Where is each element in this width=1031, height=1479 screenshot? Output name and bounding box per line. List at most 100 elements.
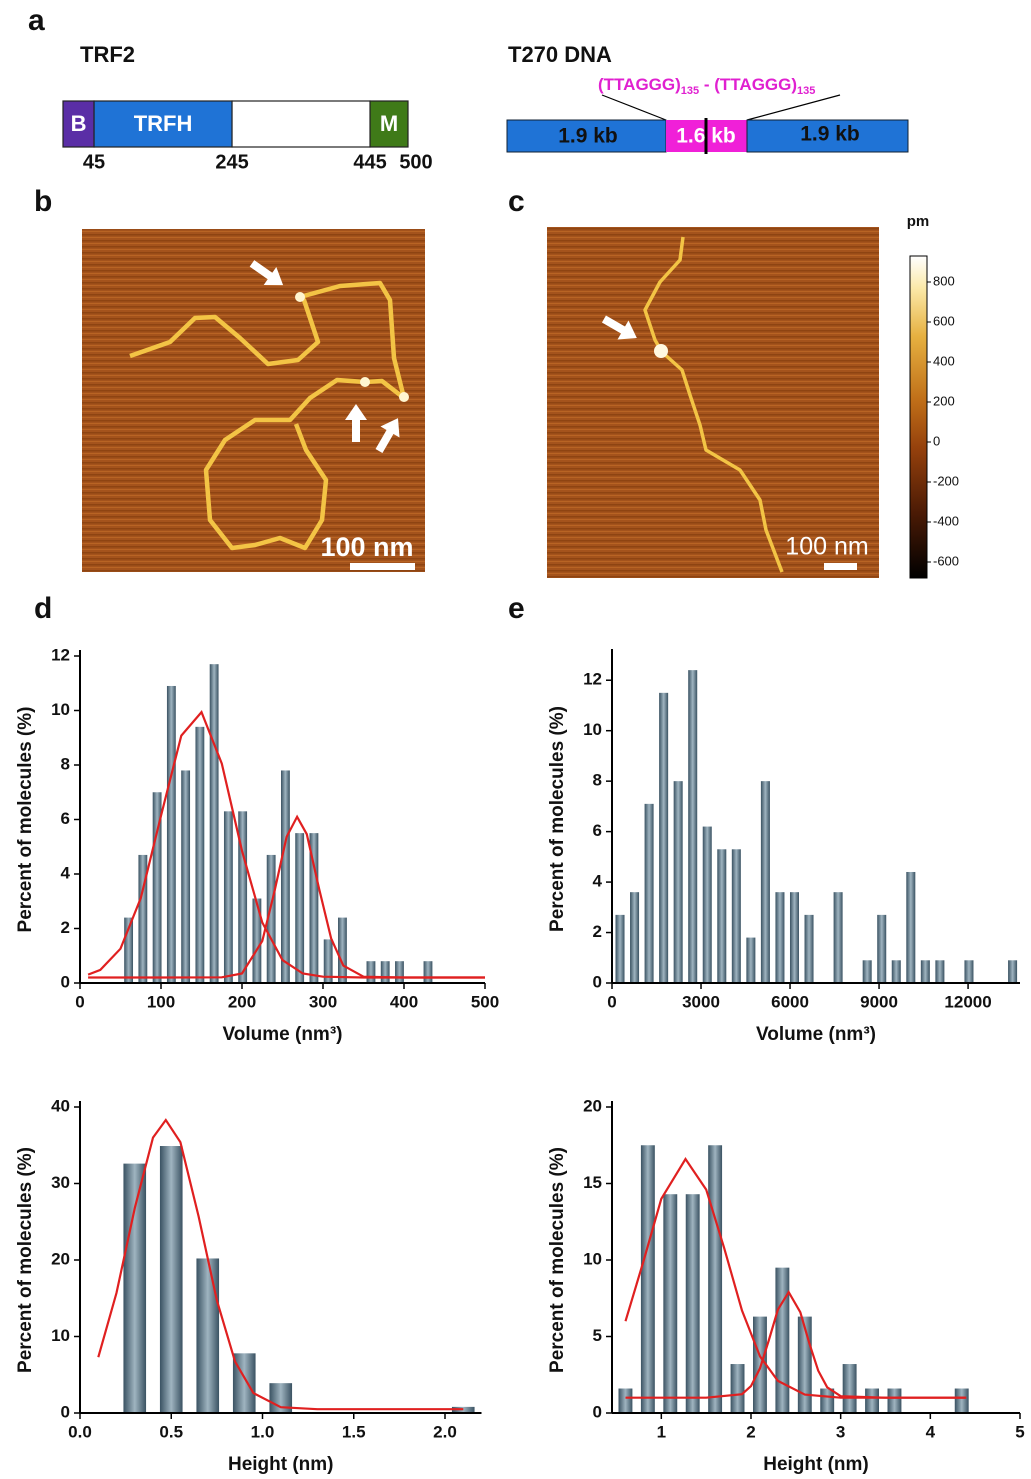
panel-label: d (34, 592, 52, 625)
y-tick-label: 2 (593, 922, 602, 941)
bar (708, 1145, 723, 1413)
arrow-shape (249, 260, 284, 286)
protein-spot (399, 392, 409, 402)
segment-label: 1.9 kb (558, 125, 618, 148)
y-tick-label: 2 (61, 918, 70, 937)
position-label: 245 (215, 151, 248, 173)
y-tick-label: 0 (593, 972, 602, 991)
x-tick-label: 5 (1015, 1422, 1024, 1441)
bar (746, 937, 756, 983)
y-tick-label: 20 (51, 1249, 70, 1268)
x-tick-label: 1 (657, 1422, 666, 1441)
x-tick-label: 0.0 (68, 1422, 92, 1441)
x-tick-label: 0 (75, 992, 84, 1011)
y-tick-label: 6 (593, 821, 602, 840)
arrow (375, 418, 400, 454)
x-axis-label: Volume (nm³) (756, 1024, 876, 1045)
position-label: 500 (399, 151, 432, 173)
trf2-diagram: B TRFH M 45 245 445 500 (62, 100, 433, 173)
bar (833, 892, 843, 983)
afm-image (547, 227, 879, 578)
bar (209, 664, 219, 983)
bar (920, 960, 930, 983)
colorbar-tick-label: 0 (933, 433, 940, 448)
x-tick-label: 200 (228, 992, 256, 1011)
dna-molecule (643, 236, 784, 573)
bar (395, 961, 404, 983)
bar (124, 917, 134, 983)
panel-label: c (508, 185, 525, 218)
colorbar-unit: pm (907, 213, 930, 230)
bar (123, 1163, 147, 1413)
domain-label: TRFH (134, 111, 193, 136)
bar (630, 892, 640, 983)
x-tick-label: 2.0 (433, 1422, 457, 1441)
y-axis-label: Percent of molecules (%) (15, 1147, 36, 1373)
bar (423, 961, 433, 983)
x-axis-label: Height (nm) (763, 1454, 869, 1475)
y-tick-label: 5 (593, 1326, 602, 1345)
repeat-count: 135 (797, 85, 815, 97)
arrow (249, 260, 284, 286)
x-axis-label: Volume (nm³) (223, 1024, 343, 1045)
bar (760, 781, 770, 983)
bar (964, 960, 974, 983)
domain-label: M (380, 111, 398, 136)
x-tick-label: 12000 (944, 992, 991, 1011)
bar (269, 1383, 293, 1413)
trf2-title: TRF2 (80, 42, 135, 67)
bar (366, 961, 376, 983)
bar (659, 692, 669, 983)
panel-label: e (508, 592, 525, 625)
bar (640, 1145, 655, 1413)
bar (338, 917, 347, 983)
x-tick-label: 0 (607, 992, 616, 1011)
segment-label: 1.6 kb (676, 125, 736, 148)
x-tick-label: 4 (926, 1422, 936, 1441)
bar (295, 833, 305, 983)
bar (673, 781, 683, 983)
bar (688, 670, 698, 983)
bar (663, 1194, 678, 1413)
bar (842, 1364, 857, 1413)
fit-curve (624, 1156, 967, 1399)
bar (252, 898, 262, 983)
x-tick-label: 100 (147, 992, 175, 1011)
arrow-shape (345, 404, 367, 442)
y-tick-label: 20 (583, 1096, 602, 1115)
t270-title: T270 DNA (508, 42, 612, 67)
x-tick-label: 400 (390, 992, 418, 1011)
bar (195, 726, 205, 983)
bar (159, 1146, 183, 1413)
bar (877, 914, 887, 983)
bar (820, 1388, 835, 1413)
fit-curve (88, 814, 485, 979)
x-tick-label: 6000 (771, 992, 809, 1011)
protein-spot (654, 344, 668, 358)
scale-bar-label: 100 nm (785, 533, 868, 561)
x-tick-label: 500 (471, 992, 499, 1011)
bar (323, 939, 333, 983)
bar (266, 854, 276, 983)
repeat-sep: - (699, 75, 714, 94)
y-tick-label: 15 (583, 1173, 602, 1192)
bar (196, 1258, 220, 1413)
bar (309, 833, 319, 983)
scale-bar (824, 563, 857, 570)
panel-label: b (34, 185, 52, 218)
leader-line (746, 94, 841, 121)
x-tick-label: 3000 (682, 992, 720, 1011)
bar (789, 892, 799, 983)
bar (935, 960, 945, 983)
segment-label: 1.9 kb (800, 123, 860, 146)
position-label: 445 (353, 151, 386, 173)
y-tick-label: 40 (51, 1096, 70, 1115)
scale-bar (350, 563, 415, 570)
y-axis-label: Percent of molecules (%) (547, 706, 568, 932)
bar (865, 1388, 879, 1413)
y-tick-label: 12 (583, 670, 602, 689)
protein-spot (295, 292, 305, 302)
domain-segment (231, 100, 371, 148)
